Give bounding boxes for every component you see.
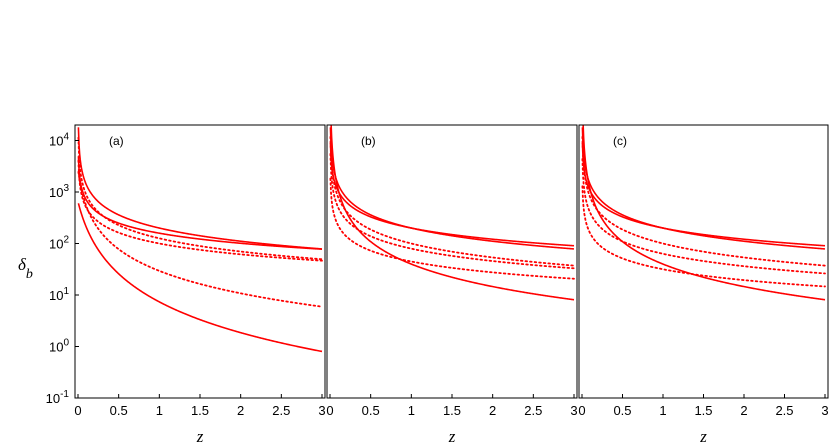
y-tick-label-5: 10-1 [46, 389, 70, 406]
panel-2-series-6-dotted-line [329, 177, 575, 280]
panel-2: (b) 0 0.5 1 1.5 2 2.5 3 z [326, 124, 578, 446]
panel-1-x-tick-label-5: 2.5 [272, 403, 290, 418]
y-tick-label-3: 101 [49, 286, 69, 303]
panel-1-x-tick-label-1: 0.5 [110, 403, 128, 418]
panel-2-x-tick-label-6: 3 [570, 403, 577, 418]
panel-3-x-tick-label-3: 1.5 [694, 403, 712, 418]
panel-3-x-tick-label-5: 2.5 [775, 403, 793, 418]
y-axis-title: δb [18, 255, 33, 282]
panel-3-x-axis-title: z [699, 427, 707, 446]
panel-3-x-tick-label-0: 0 [578, 403, 585, 418]
y-tick-label-1: 103 [49, 183, 69, 200]
panel-1-series-5-dotted-line [77, 136, 323, 261]
panel-1-series-2-solid-line [77, 127, 323, 250]
panel-3-series-1-solid-line [582, 125, 826, 301]
panel-3-series [581, 125, 826, 301]
panel-1-x-tick-label-6: 3 [318, 403, 325, 418]
panel-3-series-6-dotted-line [581, 185, 826, 288]
y-tick-label-2: 102 [49, 235, 69, 252]
panel-2-series-2-solid-line [329, 127, 575, 250]
panel-2-x-tick-label-2: 1 [408, 403, 415, 418]
panel-1-x-tick-label-4: 2 [237, 403, 244, 418]
y-axis-title-sub: b [26, 267, 33, 282]
y-tick-label-0: 104 [49, 132, 69, 149]
panel-2-frame [326, 124, 578, 399]
panel-1-x-tick-label-0: 0 [74, 403, 81, 418]
panel-2-x-tick-label-4: 2 [489, 403, 496, 418]
panel-2-series [329, 125, 575, 301]
panel-1-label: (a) [109, 134, 124, 148]
y-tick-label-4: 100 [49, 338, 69, 355]
panel-1-series-6-dotted-line [77, 159, 323, 262]
panel-3: (c) 0 0.5 1 1.5 2 2.5 3 z [578, 124, 829, 446]
panel-1-frame [74, 124, 326, 399]
panel-3-x-tick-label-2: 1 [659, 403, 666, 418]
panel-2-series-4-dotted-line [329, 135, 575, 267]
panel-3-x-tick-label-6: 3 [821, 403, 828, 418]
panel-3-series-5-dotted-line [581, 158, 826, 275]
panel-2-x-tick-label-5: 2.5 [524, 403, 542, 418]
panel-3-series-2-solid-line [581, 127, 826, 250]
panel-3-label: (c) [613, 134, 627, 148]
panel-2-x-tick-label-0: 0 [326, 403, 333, 418]
panels-group: (a) 0 0.5 1 1.5 2 2.5 3 z (b) 0 0.5 1 1.5 2 2.5 3 z (c) 0 0.… [74, 124, 829, 446]
panel-3-frame [578, 124, 829, 399]
panel-1-series [77, 127, 323, 353]
panel-3-series-3-solid-line [581, 142, 826, 247]
panel-2-x-tick-label-1: 0.5 [362, 403, 380, 418]
panel-2-series-1-solid-line [330, 125, 575, 301]
panel-2-x-axis-title: z [448, 427, 456, 446]
panel-1: (a) 0 0.5 1 1.5 2 2.5 3 z [74, 124, 326, 446]
panel-3-x-tick-label-4: 2 [740, 403, 747, 418]
panel-3-series-4-dotted-line [581, 135, 826, 267]
panel-2-series-3-solid-line [329, 142, 575, 247]
panel-1-series-3-solid-line [77, 156, 323, 250]
panel-3-x-tick-label-1: 0.5 [613, 403, 631, 418]
panel-1-x-tick-label-2: 1 [156, 403, 163, 418]
panel-2-x-tick-label-3: 1.5 [443, 403, 461, 418]
y-axis: 104 103 102 101 100 10-1 [46, 132, 79, 406]
panel-1-series-4-dotted-line [77, 171, 323, 308]
panel-1-x-axis-title: z [196, 427, 204, 446]
panel-2-label: (b) [361, 134, 376, 148]
y-axis-title-main: δ [18, 255, 27, 274]
panel-1-series-1-solid-line [77, 203, 323, 353]
panel-1-x-tick-label-3: 1.5 [191, 403, 209, 418]
panel-2-series-5-dotted-line [329, 152, 575, 270]
